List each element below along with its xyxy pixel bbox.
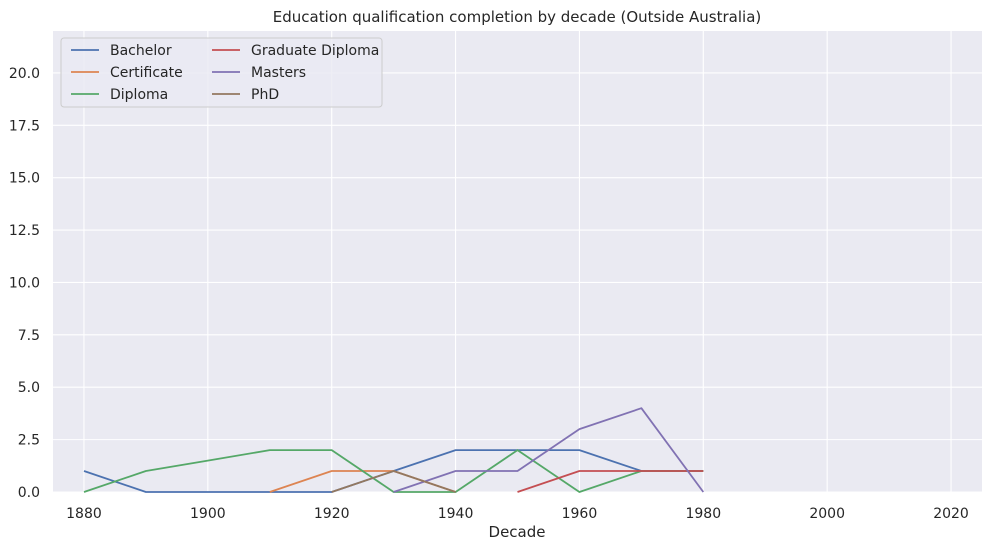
x-tick-label: 1880: [66, 506, 102, 522]
legend-label-4: Masters: [251, 65, 306, 81]
x-axis-label: Decade: [489, 523, 546, 541]
legend-label-5: PhD: [251, 87, 279, 103]
legend-label-3: Graduate Diploma: [251, 43, 379, 59]
y-tick-label: 17.5: [9, 118, 40, 134]
x-tick-label: 1900: [190, 506, 226, 522]
series-lines: [83, 407, 705, 493]
x-tick-label: 1960: [562, 506, 598, 522]
y-tick-label: 15.0: [9, 171, 40, 187]
chart-title: Education qualification completion by de…: [273, 8, 761, 26]
y-tick-label: 2.5: [18, 433, 40, 449]
y-tick-label: 0.0: [18, 485, 40, 501]
x-tick-label: 1940: [438, 506, 474, 522]
legend-label-0: Bachelor: [110, 43, 172, 59]
x-tick-label: 1920: [314, 506, 350, 522]
legend-entries: Bachelor Certificate Diploma Graduate Diplo…: [71, 43, 379, 103]
x-tick-label: 1980: [685, 506, 721, 522]
y-tick-label: 5.0: [18, 380, 40, 396]
series-line-4: [393, 407, 705, 493]
x-tick-label: 2020: [933, 506, 969, 522]
series-line-3: [517, 470, 704, 493]
y-axis-ticks: 0.0 2.5 5.0 7.5 10.0 12.5 15.0 17.5 20.0: [9, 66, 40, 501]
y-tick-label: 20.0: [9, 66, 40, 82]
legend-label-2: Diploma: [110, 87, 168, 103]
x-axis-ticks: 1880 1900 1920 1940 1960 1980 2000 2020: [66, 506, 969, 522]
y-tick-label: 10.0: [9, 275, 40, 291]
y-tick-label: 12.5: [9, 223, 40, 239]
legend-label-1: Certificate: [110, 65, 183, 81]
y-tick-label: 7.5: [18, 328, 40, 344]
x-tick-label: 2000: [809, 506, 845, 522]
legend: Bachelor Certificate Diploma Graduate Diplo…: [60, 37, 383, 108]
series-line-5: [331, 470, 456, 493]
